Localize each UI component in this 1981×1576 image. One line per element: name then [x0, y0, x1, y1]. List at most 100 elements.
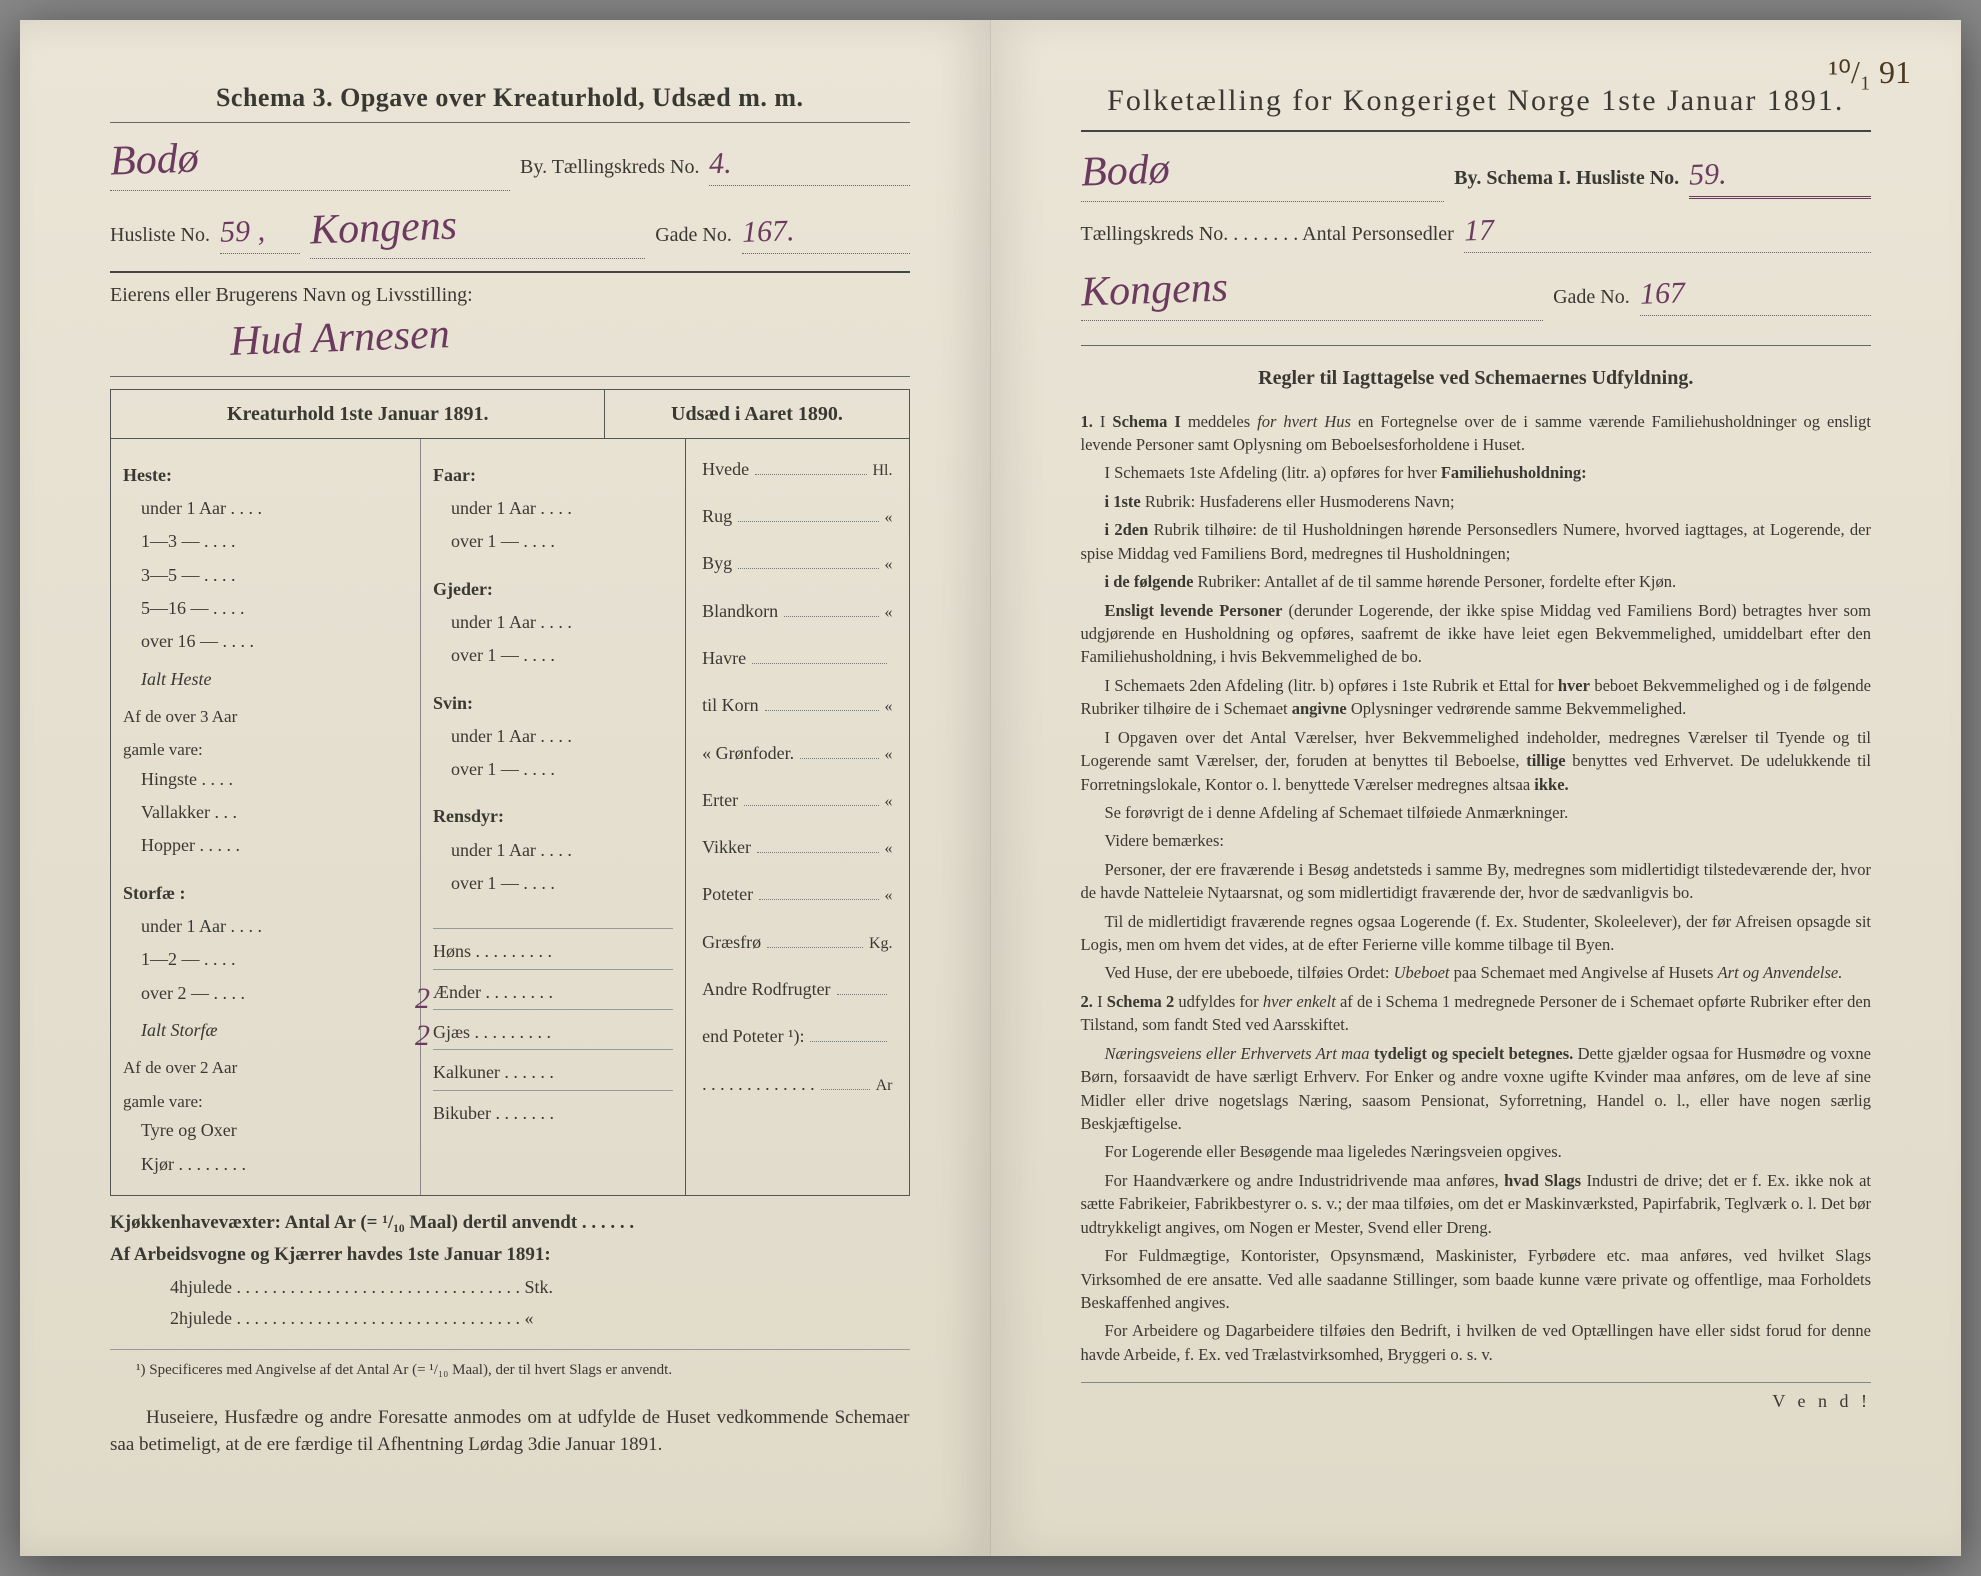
- heste-afover: Af de over 3 Aar: [123, 704, 408, 730]
- corner-date: ¹⁰/₁ 91: [1829, 50, 1911, 95]
- rule-para: For Logerende eller Besøgende maa ligele…: [1081, 1140, 1872, 1163]
- seed-dots: [765, 710, 879, 711]
- heste-row: 3—5 — . . . .: [123, 559, 408, 592]
- owner-line: Eierens eller Brugerens Navn og Livsstil…: [110, 271, 910, 377]
- storfae-ialt-hw: 2: [415, 1008, 430, 1064]
- misc-row: Høns . . . . . . . . .: [433, 928, 673, 968]
- seed-row: Andre Rodfrugter: [702, 973, 892, 1006]
- seed-label: end Poteter ¹):: [702, 1020, 804, 1053]
- seed-label: « Grønfoder.: [702, 737, 794, 770]
- seed-row: Vikker «: [702, 831, 892, 864]
- rule-para: For Fuldmægtige, Kontorister, Opsynsmænd…: [1081, 1244, 1872, 1314]
- heste-title: Heste:: [123, 459, 408, 492]
- r-gadeno-hw: 167: [1639, 272, 1685, 316]
- seed-dots: [757, 852, 879, 853]
- col-heste-storfae: Heste: under 1 Aar . . . . 1—3 — . . . .…: [111, 439, 421, 1195]
- seed-unit: «: [885, 834, 893, 864]
- heste-row: under 1 Aar . . . .: [123, 492, 408, 525]
- storfae-title: Storfæ :: [123, 877, 408, 910]
- heste-row: 5—16 — . . . .: [123, 592, 408, 625]
- gade-label: Gade No.: [655, 221, 732, 249]
- rule-para: Personer, der ere fraværende i Besøg and…: [1081, 858, 1872, 905]
- seed-unit: Hl.: [873, 456, 893, 486]
- rule-para: 1. I Schema I meddeles for hvert Hus en …: [1081, 410, 1872, 457]
- heste-sub: Hingste . . . .: [123, 763, 408, 796]
- arbeidsvogne-text: Af Arbeidsvogne og Kjærrer havdes 1ste J…: [110, 1244, 551, 1265]
- seed-row: Havre: [702, 642, 892, 675]
- seed-unit: «: [885, 787, 893, 817]
- seed-label: Hvede: [702, 453, 749, 486]
- misc-row: Kalkuner . . . . . .: [433, 1049, 673, 1089]
- r-kreds-line: Tællingskreds No. . . . . . . . Antal Pe…: [1081, 210, 1872, 253]
- wheels4: 4hjulede . . . . . . . . . . . . . . . .…: [110, 1275, 910, 1300]
- rule-para: 2. I Schema 2 udfyldes for hver enkelt a…: [1081, 990, 1872, 1037]
- seed-label: Rug: [702, 500, 732, 533]
- misc-row: Gjæs . . . . . . . . .: [433, 1009, 673, 1049]
- rule-para: i 1ste Rubrik: Husfaderens eller Husmode…: [1081, 490, 1872, 513]
- storfae-sub: Kjør . . . . . . . .: [123, 1148, 408, 1181]
- seed-row: til Korn«: [702, 689, 892, 722]
- seed-label: til Korn: [702, 689, 759, 722]
- rule-para: Til de midlertidigt fraværende regnes og…: [1081, 910, 1872, 957]
- heste-sub: Hopper . . . . .: [123, 829, 408, 862]
- seed-unit: «: [885, 881, 893, 911]
- rules-title: Regler til Iagttagelse ved Schemaernes U…: [1081, 345, 1872, 392]
- rule-para: Se forøvrigt de i denne Afdeling af Sche…: [1081, 801, 1872, 824]
- rule-para: Videre bemærkes:: [1081, 829, 1872, 852]
- r-personsedler-hw: 17: [1463, 209, 1494, 252]
- seed-label: Andre Rodfrugter: [702, 973, 830, 1006]
- rule-para: For Arbeidere og Dagarbeidere tilføies d…: [1081, 1319, 1872, 1366]
- table-header: Kreaturhold 1ste Januar 1891. Udsæd i Aa…: [111, 390, 909, 439]
- seed-label: Græsfrø: [702, 926, 761, 959]
- faar-row: under 1 Aar . . . .: [433, 492, 673, 525]
- gade-hw: Kongens: [309, 197, 458, 261]
- left-page-schema3: Schema 3. Opgave over Kreaturhold, Udsæd…: [20, 20, 991, 1556]
- seed-row: GræsfrøKg.: [702, 926, 892, 959]
- seed-dots: [821, 1089, 870, 1090]
- rule-para: I Schemaets 2den Afdeling (litr. b) opfø…: [1081, 674, 1872, 721]
- seed-unit: «: [885, 503, 893, 533]
- faar-title: Faar:: [433, 459, 673, 492]
- rensdyr-row: over 1 — . . . .: [433, 867, 673, 900]
- seed-dots: [800, 758, 878, 759]
- rule-para: I Schemaets 1ste Afdeling (litr. a) opfø…: [1081, 461, 1872, 484]
- svin-title: Svin:: [433, 687, 673, 720]
- rule-para: Næringsveiens eller Erhvervets Art maa t…: [1081, 1042, 1872, 1136]
- rules-body: 1. I Schema I meddeles for hvert Hus en …: [1081, 410, 1872, 1367]
- city-handwritten: Bodø: [109, 130, 200, 192]
- storfae-row: 1—2 — . . . .: [123, 943, 408, 976]
- rule-para: Ensligt levende Personer (derunder Loger…: [1081, 599, 1872, 669]
- storfae-ialt: Ialt Storfæ 2: [123, 1014, 408, 1047]
- gjeder-title: Gjeder:: [433, 573, 673, 606]
- seed-dots: [744, 805, 878, 806]
- wheels2: 2hjulede . . . . . . . . . . . . . . . .…: [110, 1306, 910, 1331]
- heste-row: 1—3 — . . . .: [123, 525, 408, 558]
- misc-row: Ænder . . . . . . . .: [433, 969, 673, 1009]
- seed-dots: [837, 994, 887, 995]
- seed-row: end Poteter ¹):: [702, 1020, 892, 1053]
- seed-row: Blandkorn«: [702, 595, 892, 628]
- faar-row: over 1 — . . . .: [433, 525, 673, 558]
- gjeder-row: over 1 — . . . .: [433, 639, 673, 672]
- seed-unit: «: [885, 740, 893, 770]
- seed-dots: [810, 1041, 886, 1042]
- seed-row: Erter«: [702, 784, 892, 817]
- seed-unit: «: [885, 598, 893, 628]
- storfae-afover: Af de over 2 Aar: [123, 1055, 408, 1081]
- col-seed: HvedeHl.Rug«Byg«Blandkorn«Havre til Korn…: [686, 439, 908, 1195]
- vend-label: V e n d !: [1081, 1382, 1872, 1414]
- owner-hw: Hud Arnesen: [229, 305, 451, 371]
- seed-label: Vikker: [702, 831, 751, 864]
- r-by-label: By. Schema I. Husliste No.: [1454, 164, 1679, 192]
- rule-para: I Opgaven over det Antal Værelser, hver …: [1081, 726, 1872, 796]
- right-page-schema1: ¹⁰/₁ 91 Folketælling for Kongeriget Norg…: [991, 20, 1962, 1556]
- table-body: Heste: under 1 Aar . . . . 1—3 — . . . .…: [111, 439, 909, 1195]
- by-label: By. Tællingskreds No.: [520, 153, 699, 181]
- storfae-sub: Tyre og Oxer: [123, 1114, 408, 1147]
- census-title: Folketælling for Kongeriget Norge 1ste J…: [1081, 80, 1872, 132]
- gjeder-row: under 1 Aar . . . .: [433, 606, 673, 639]
- r-husliste-hw: 59.: [1688, 153, 1727, 196]
- husliste-label: Husliste No.: [110, 221, 210, 249]
- seed-row: « Grønfoder. «: [702, 737, 892, 770]
- svin-row: over 1 — . . . .: [433, 753, 673, 786]
